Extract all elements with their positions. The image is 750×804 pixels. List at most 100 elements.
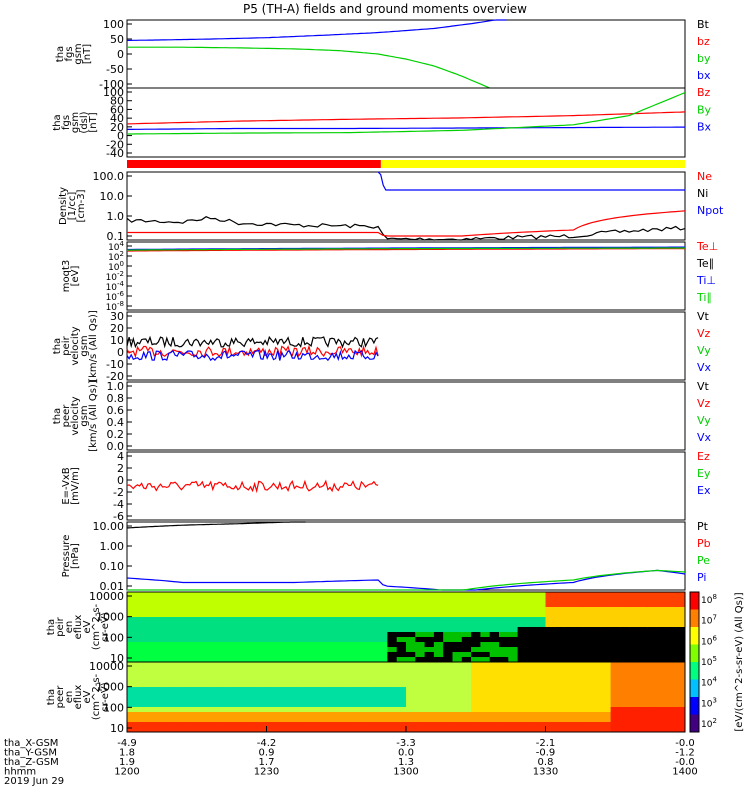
heatmap-cell [610, 657, 621, 663]
heatmap-cell [517, 677, 528, 683]
heatmap-cell [517, 642, 528, 648]
heatmap-cell [647, 687, 658, 693]
heatmap-cell [582, 687, 593, 693]
y-tick-label: 0.10 [100, 560, 125, 573]
heatmap-cell [127, 707, 137, 713]
heatmap-cell [322, 717, 333, 723]
heatmap-cell [322, 712, 333, 718]
heatmap-cell [536, 642, 546, 648]
heatmap-cell [433, 722, 444, 728]
heatmap-cell [629, 617, 639, 623]
heatmap-cell [592, 652, 602, 658]
heatmap-cell [415, 602, 426, 608]
heatmap-cell [136, 717, 147, 723]
y-tick-label: 100 [108, 260, 124, 273]
heatmap-cell [331, 607, 342, 613]
heatmap-cell [192, 682, 202, 688]
heatmap-cell [526, 707, 537, 713]
heatmap-cell [675, 727, 686, 733]
heatmap-cell [471, 702, 481, 708]
heatmap-cell [340, 622, 351, 628]
heatmap-cell [471, 692, 481, 698]
heatmap-cell [452, 677, 463, 683]
heatmap-cell [136, 622, 147, 628]
heatmap-cell [257, 657, 267, 663]
legend-entry: Ni [697, 187, 708, 200]
heatmap-cell [619, 607, 630, 613]
heatmap-cell [257, 687, 267, 693]
heatmap-cell [247, 602, 258, 608]
heatmap-cell [526, 632, 537, 638]
heatmap-cell [350, 632, 360, 638]
heatmap-cell [136, 647, 147, 653]
heatmap-cell [359, 667, 370, 673]
heatmap-cell [322, 657, 333, 663]
heatmap-cell [424, 702, 435, 708]
heatmap-cell [201, 617, 212, 623]
panel-frame-2 [126, 171, 686, 241]
heatmap-cell [471, 612, 481, 618]
y-tick-label: -20 [106, 138, 124, 151]
heatmap-cell [173, 652, 184, 658]
heatmap-cell [489, 592, 500, 598]
y-tick-label: 0 [117, 130, 124, 143]
heatmap-cell [350, 672, 360, 678]
heatmap-cell [592, 602, 602, 608]
heatmap-cell [536, 647, 546, 653]
heatmap-cell [285, 717, 295, 723]
legend-entry: Pb [697, 537, 711, 550]
heatmap-cell [154, 627, 165, 633]
heatmap-cell [136, 662, 147, 668]
heatmap-cell [452, 692, 463, 698]
heatmap-cell [675, 622, 686, 628]
heatmap-cell [313, 657, 323, 663]
heatmap-cell [461, 722, 472, 728]
heatmap-cell [396, 672, 407, 678]
heatmap-cell [331, 717, 342, 723]
heatmap-cell [192, 727, 202, 733]
heatmap-cell [127, 717, 137, 723]
y-tick-label: -40 [106, 147, 124, 160]
heatmap-cell [666, 707, 677, 713]
heatmap-cell [406, 602, 416, 608]
y-tick-label: -4 [113, 498, 124, 511]
heatmap-cell [192, 592, 202, 598]
heatmap-cell [601, 672, 612, 678]
heatmap-cell [545, 712, 556, 718]
heatmap-cell [499, 667, 509, 673]
heatmap-cell [210, 687, 221, 693]
heatmap-cell [619, 702, 630, 708]
colorbar-tick-label: 106 [701, 634, 717, 647]
heatmap-cell [378, 627, 388, 633]
heatmap-cell [145, 607, 156, 613]
heatmap-cell [173, 717, 184, 723]
heatmap-cell [443, 677, 453, 683]
heatmap-cell [201, 627, 212, 633]
heatmap-cell [303, 727, 314, 733]
heatmap-cell [238, 687, 249, 693]
heatmap-cell [275, 682, 286, 688]
heatmap-cell [247, 687, 258, 693]
heatmap-cell [164, 637, 174, 643]
heatmap-cell [610, 642, 621, 648]
heatmap-cell [433, 672, 444, 678]
heatmap-cell [285, 602, 295, 608]
heatmap-cell [378, 707, 388, 713]
heatmap-cell [499, 622, 509, 628]
heatmap-cell [275, 642, 286, 648]
heatmap-cell [554, 707, 565, 713]
heatmap-cell [294, 592, 305, 598]
heatmap-cell [629, 727, 639, 733]
heatmap-cell [647, 642, 658, 648]
heatmap-cell [499, 662, 509, 668]
colorbar-segment [690, 697, 699, 715]
heatmap-cell [164, 677, 174, 683]
y-tick-label: 100 [103, 631, 124, 644]
heatmap-cell [220, 617, 230, 623]
heatmap-cell [415, 597, 426, 603]
heatmap-cell [508, 722, 519, 728]
heatmap-cell [210, 637, 221, 643]
heatmap-cell [303, 722, 314, 728]
heatmap-cell [675, 707, 686, 713]
